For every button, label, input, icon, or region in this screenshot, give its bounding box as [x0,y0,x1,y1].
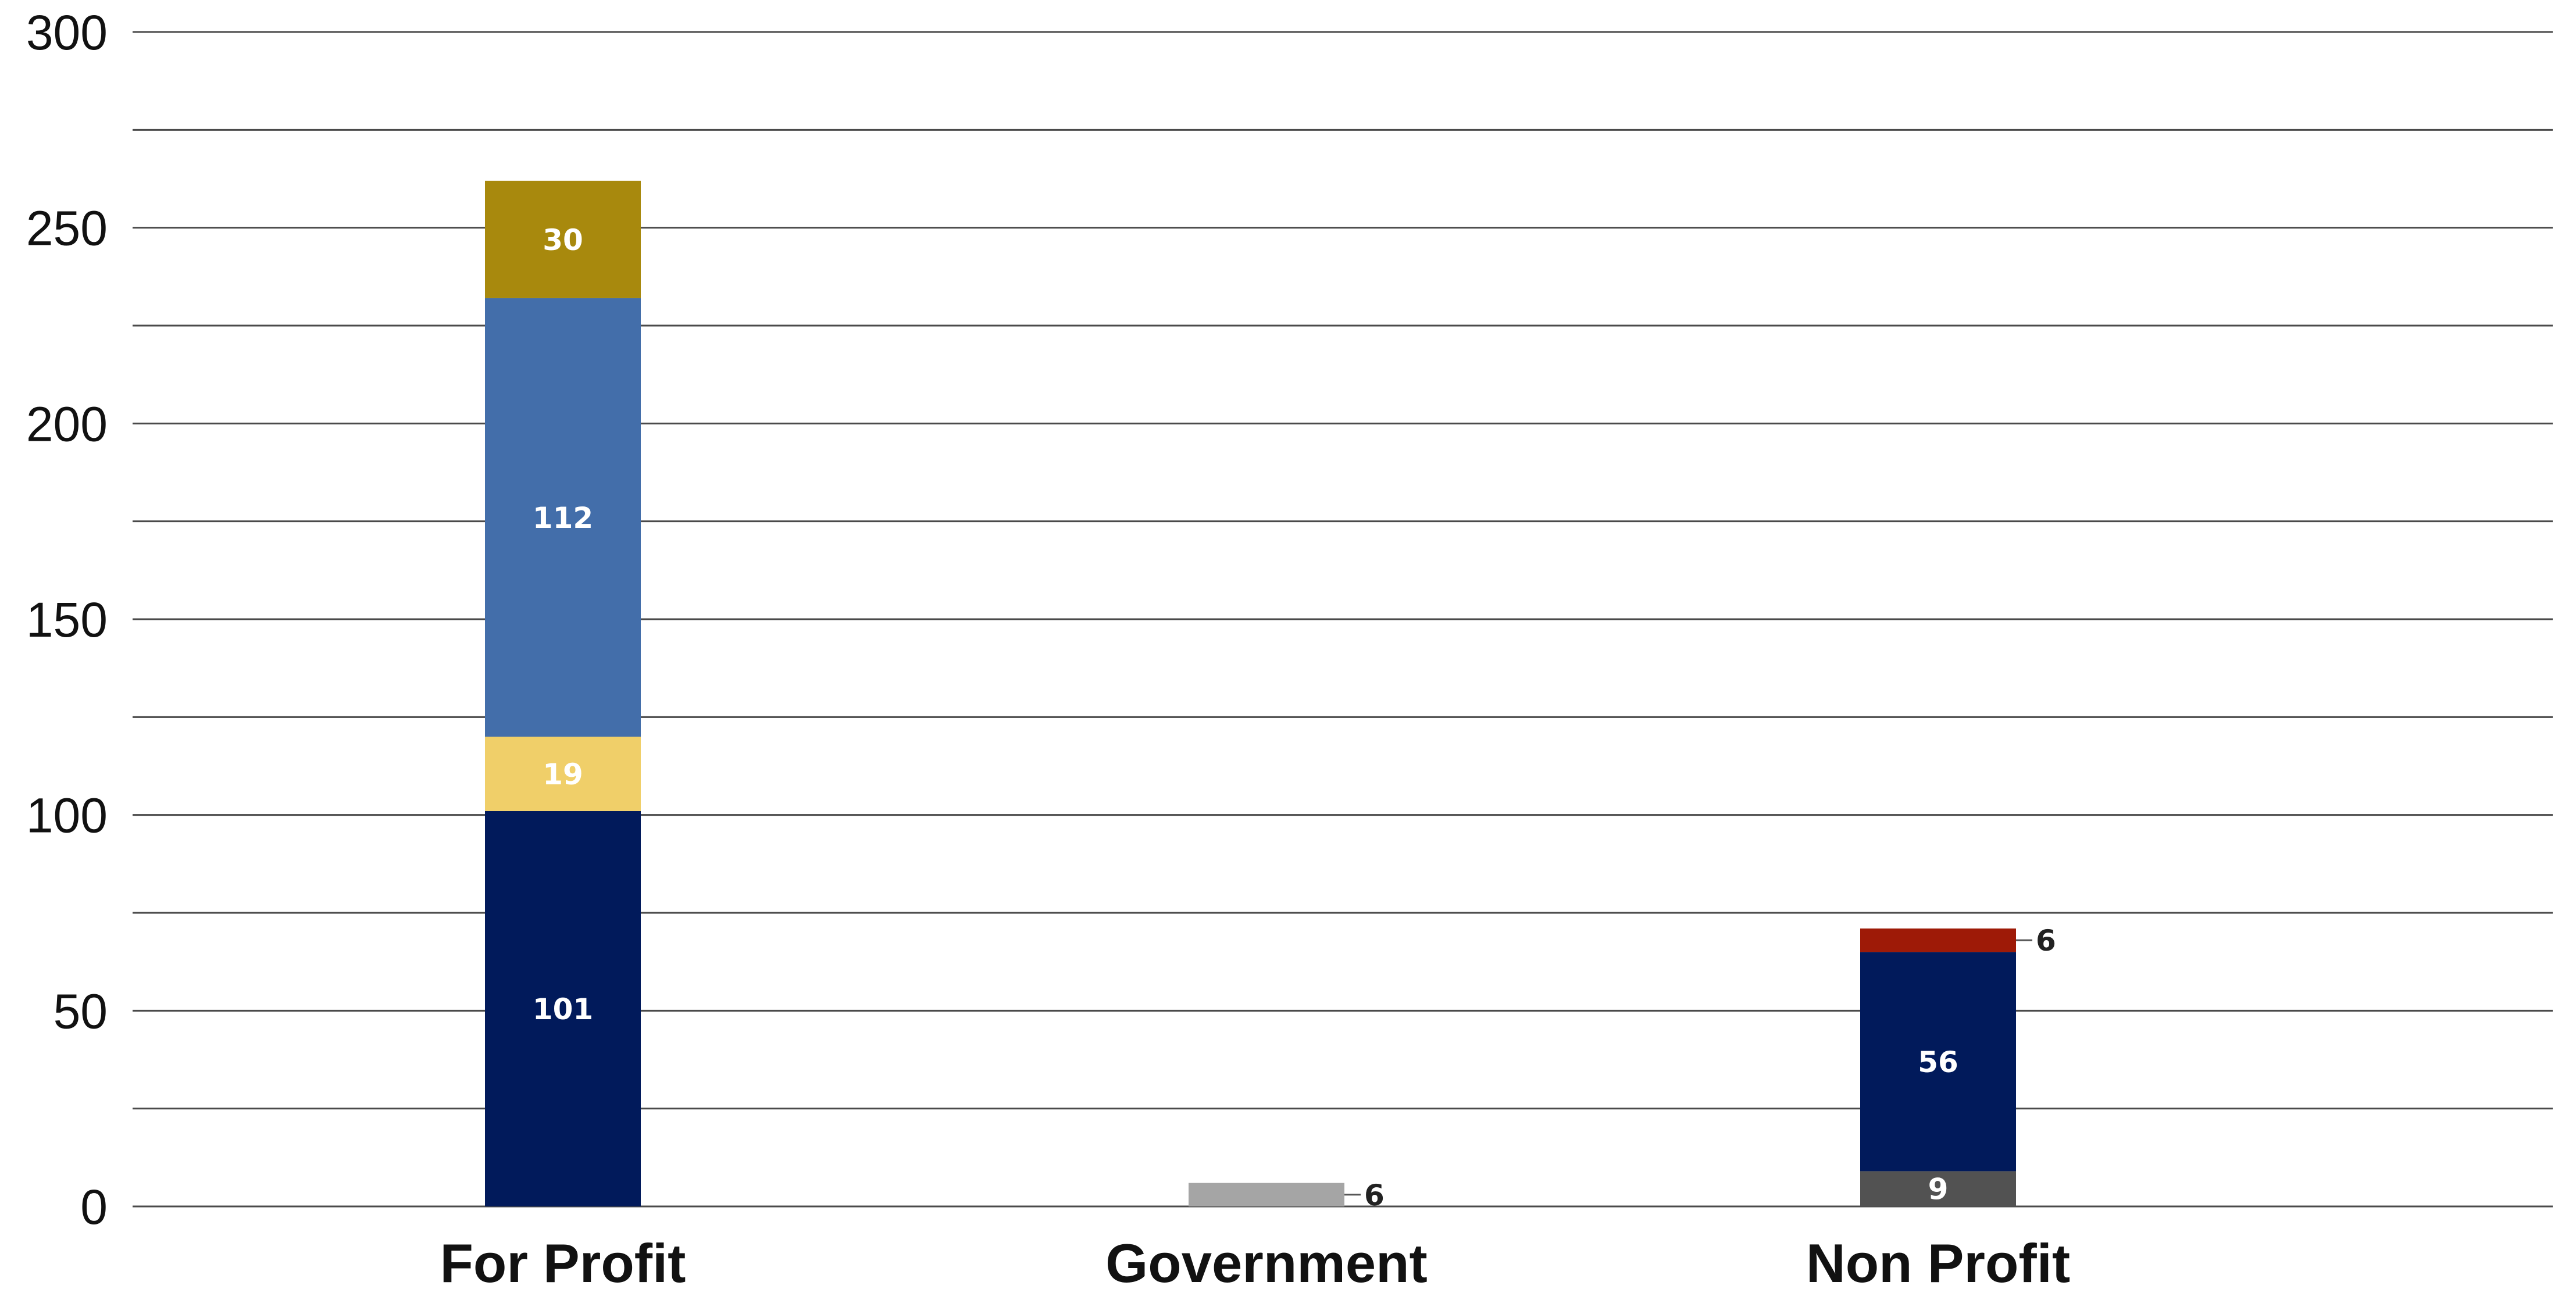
bar-segment [1860,928,2016,952]
y-tick-label: 150 [26,592,108,647]
bar-segment [1860,1171,2016,1206]
data-label: 101 [533,992,593,1026]
data-label: 19 [543,758,583,791]
data-labels: 101 19 112 30 6 9 56 6 [533,223,2056,1212]
y-tick-label: 100 [26,788,108,843]
bar-segment [1860,952,2016,1172]
x-tick-label: For Profit [440,1233,686,1289]
data-label: 6 [1364,1179,1385,1212]
x-axis-ticks: For Profit Government Non Profit [440,1233,2071,1289]
x-tick-label: Non Profit [1806,1233,2070,1289]
data-label: 30 [543,223,583,257]
y-tick-label: 200 [26,397,108,451]
data-label: 6 [2036,924,2056,958]
y-tick-label: 300 [26,5,108,60]
bar-segment [485,737,641,811]
data-label: 112 [533,501,593,535]
bar-segment [485,810,641,1206]
y-axis-ticks: 0 50 100 150 200 250 300 [26,5,108,1234]
y-tick-label: 50 [53,984,108,1038]
y-tick-label: 250 [26,201,108,256]
bars [485,180,2016,1206]
bar-segment [485,298,641,737]
data-label: 9 [1928,1173,1949,1206]
y-tick-label: 0 [80,1180,108,1234]
bar-segment [485,180,641,298]
data-label: 56 [1918,1045,1958,1079]
x-tick-label: Government [1105,1233,1428,1289]
bar-segment [1189,1183,1344,1206]
